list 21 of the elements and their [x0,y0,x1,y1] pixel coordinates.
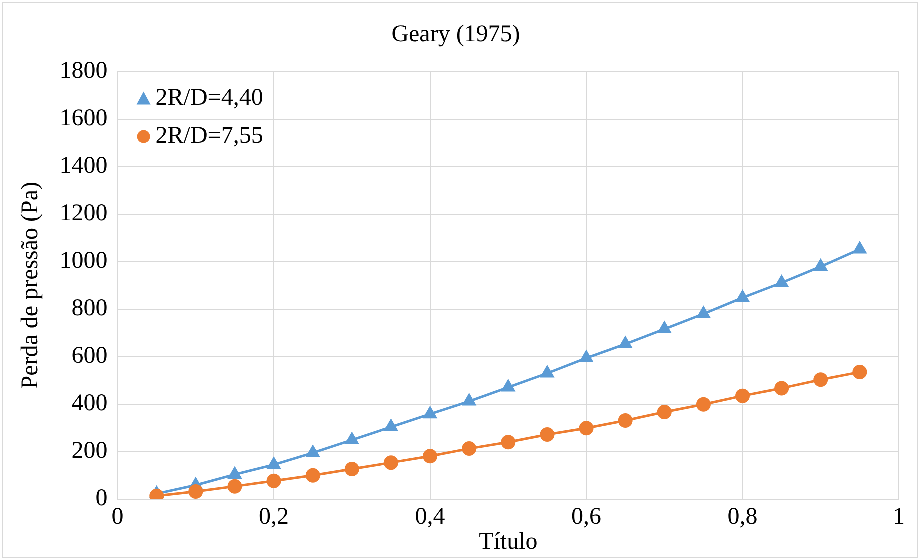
y-axis-title: Perda de pressão (Pa) [18,182,44,390]
legend-label: 2R/D=4,40 [156,85,264,112]
y-tick-label: 800 [72,296,108,322]
y-tick-label: 1000 [60,248,108,274]
x-tick-label: 0 [112,504,124,530]
x-tick-label: 0,4 [415,504,446,530]
legend-label: 2R/D=7,55 [156,123,264,150]
x-tick-label: 0,6 [572,504,602,530]
y-tick-label: 600 [72,343,108,370]
x-tick-label: 1 [893,504,905,530]
y-tick-label: 1600 [60,106,108,132]
y-tick-label: 0 [96,486,108,512]
y-tick-label: 1400 [60,153,108,180]
x-axis-title: Título [479,528,538,555]
y-tick-label: 1200 [60,200,108,227]
x-tick-label: 0,8 [728,504,758,530]
y-tick-label: 200 [72,438,108,464]
chart-title: Geary (1975) [392,22,520,48]
x-tick-label: 0,2 [259,504,290,530]
y-tick-label: 400 [72,390,108,417]
y-tick-label: 1800 [60,58,108,84]
